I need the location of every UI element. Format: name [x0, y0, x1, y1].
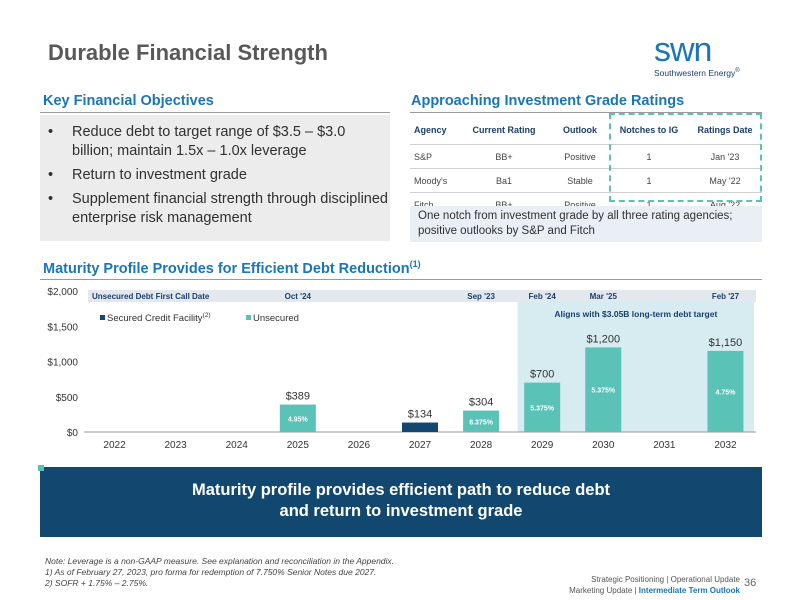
x-tick-label: 2028 — [470, 440, 493, 451]
cell-rating: BB+ — [458, 144, 550, 169]
ratings-note: One notch from investment grade by all t… — [410, 206, 762, 242]
cell-notches: 1 — [610, 144, 688, 169]
bar-value-label: $389 — [286, 391, 310, 403]
maturity-divider — [40, 279, 762, 280]
ratings-heading: Approaching Investment Grade Ratings — [411, 93, 685, 109]
legend-unsecured-swatch — [246, 315, 251, 320]
objectives-heading: Key Financial Objectives — [43, 93, 214, 109]
page-number: 36 — [744, 577, 757, 589]
bar-rate-label: 5.375% — [530, 405, 555, 412]
cell-rating: Ba1 — [458, 168, 550, 193]
y-tick-label: $2,000 — [47, 287, 78, 298]
call-date-label: Mar '25 — [590, 292, 618, 301]
maturity-chart-svg: Aligns with $3.05B long-term debt target… — [47, 287, 756, 451]
cell-outlook: Positive — [550, 144, 610, 169]
x-tick-label: 2022 — [103, 440, 126, 451]
objective-bullet-2: Return to investment grade — [48, 166, 390, 185]
bar-value-label: $134 — [408, 409, 432, 421]
footer-nav-line-2: Marketing Update | Intermediate Term Out… — [569, 586, 740, 595]
logo-tagline: Southwestern Energy® — [654, 68, 740, 78]
cell-outlook: Stable — [550, 168, 610, 193]
first-call-label: Unsecured Debt First Call Date — [92, 292, 210, 301]
bar-rate-label: 4.75% — [716, 389, 737, 396]
bar-secured — [402, 422, 438, 432]
legend-unsecured-label: Unsecured — [253, 313, 299, 324]
objective-bullet-1: Reduce debt to target range of $3.5 – $3… — [48, 123, 390, 161]
y-tick-label: $0 — [67, 428, 79, 439]
bar-unsecured — [585, 347, 622, 432]
col-ratings-date: Ratings Date — [697, 125, 753, 135]
bar-value-label: $304 — [469, 397, 493, 409]
y-tick-label: $1,000 — [47, 358, 78, 369]
cell-date: Jan '23 — [688, 144, 762, 169]
cta-line-2: and return to investment grade — [279, 502, 523, 520]
bar-value-label: $1,150 — [709, 337, 743, 349]
objectives-panel: Reduce debt to target range of $3.5 – $3… — [40, 115, 390, 241]
footer-nav-line-1: Strategic Positioning | Operational Upda… — [591, 575, 740, 584]
x-tick-label: 2031 — [653, 440, 676, 451]
cell-notches: 1 — [610, 168, 688, 193]
footnote-note: Note: Leverage is a non-GAAP measure. Se… — [45, 556, 395, 566]
table-row: Moody's Ba1 Stable 1 May '22 — [410, 168, 762, 193]
x-tick-label: 2029 — [531, 440, 554, 451]
col-outlook: Outlook — [563, 125, 597, 135]
logo-wordmark: swn — [654, 31, 712, 69]
page-title: Durable Financial Strength — [48, 40, 328, 65]
first-call-band — [88, 290, 756, 302]
cell-agency: Moody's — [410, 168, 458, 193]
cell-date: May '22 — [688, 168, 762, 193]
x-tick-label: 2032 — [714, 440, 737, 451]
call-date-label: Oct '24 — [285, 292, 312, 301]
bar-unsecured — [707, 350, 744, 432]
bar-rate-label: 8.375% — [469, 419, 494, 426]
bar-value-label: $700 — [530, 369, 554, 381]
footnote-1: 1) As of February 27, 2023, pro forma fo… — [45, 567, 377, 577]
ratings-divider — [410, 112, 762, 113]
callout-text: Aligns with $3.05B long-term debt target — [554, 309, 717, 319]
call-date-label: Feb '24 — [529, 292, 557, 301]
objectives-divider — [40, 112, 390, 113]
maturity-heading: Maturity Profile Provides for Efficient … — [43, 259, 421, 277]
footnote-2: 2) SOFR + 1.75% – 2.75%. — [45, 578, 149, 588]
col-agency: Agency — [414, 125, 447, 135]
bar-rate-label: 5.375% — [591, 388, 616, 395]
notches-highlight-box — [609, 113, 762, 202]
y-tick-label: $500 — [56, 393, 79, 404]
bar-unsecured — [279, 404, 316, 432]
cta-text: Maturity profile provides efficient path… — [40, 480, 762, 522]
call-date-label: Sep '23 — [467, 292, 495, 301]
y-tick-label: $1,500 — [47, 322, 78, 333]
bar-value-label: $1,200 — [586, 333, 620, 345]
x-tick-label: 2027 — [409, 440, 432, 451]
company-logo: swn Southwestern Energy® — [654, 32, 766, 82]
call-date-label: Feb '27 — [712, 292, 740, 301]
maturity-chart: Aligns with $3.05B long-term debt target… — [40, 282, 762, 452]
bar-unsecured — [524, 382, 561, 432]
cta-corner-accent — [38, 465, 44, 471]
x-tick-label: 2030 — [592, 440, 615, 451]
col-notches: Notches to IG — [619, 125, 679, 135]
x-tick-label: 2026 — [348, 440, 371, 451]
cta-banner — [40, 467, 762, 537]
bar-rate-label: 4.95% — [288, 416, 309, 423]
table-row: S&P BB+ Positive 1 Jan '23 — [410, 144, 762, 169]
legend-secured-label: Secured Credit Facility(2) — [107, 312, 211, 324]
x-tick-label: 2025 — [287, 440, 310, 451]
cta-line-1: Maturity profile provides efficient path… — [191, 481, 611, 499]
ratings-header-row: Agency Current Rating Outlook Notches to… — [410, 116, 762, 145]
objective-bullet-3: Supplement financial strength through di… — [48, 190, 390, 228]
cell-agency: S&P — [410, 144, 458, 169]
x-tick-label: 2024 — [226, 440, 249, 451]
x-tick-label: 2023 — [165, 440, 188, 451]
legend-secured-swatch — [100, 315, 105, 320]
col-current-rating: Current Rating — [472, 125, 536, 135]
bar-unsecured — [463, 410, 500, 432]
